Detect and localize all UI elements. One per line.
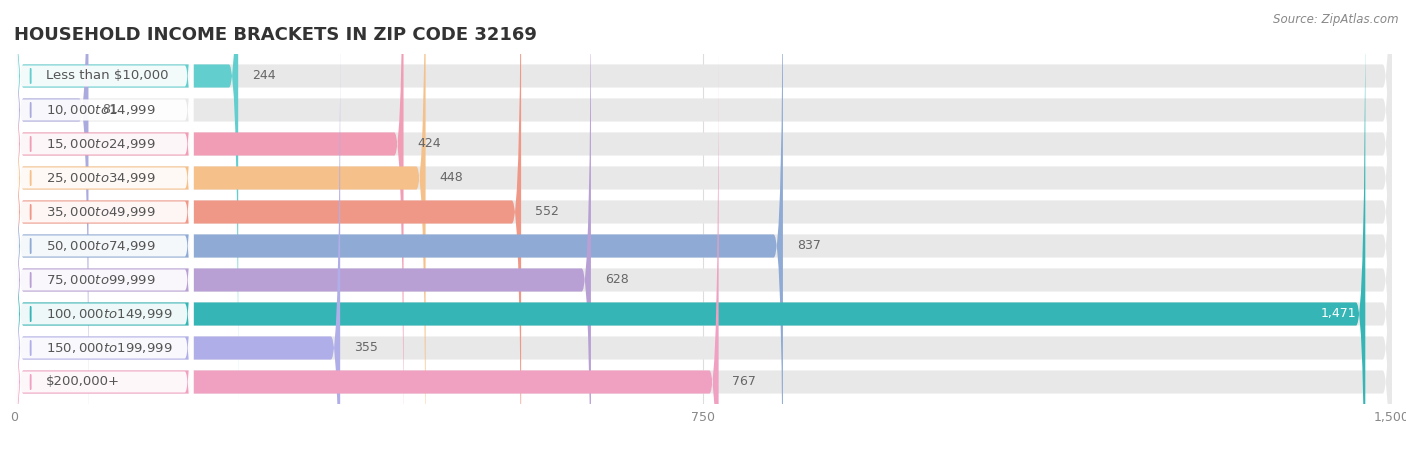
FancyBboxPatch shape [14,0,1392,449]
FancyBboxPatch shape [14,20,340,449]
Text: $35,000 to $49,999: $35,000 to $49,999 [46,205,156,219]
Text: 448: 448 [439,172,463,185]
FancyBboxPatch shape [14,0,426,449]
FancyBboxPatch shape [14,0,193,449]
FancyBboxPatch shape [14,87,193,449]
FancyBboxPatch shape [14,0,193,440]
Text: $150,000 to $199,999: $150,000 to $199,999 [46,341,173,355]
FancyBboxPatch shape [14,0,1365,449]
FancyBboxPatch shape [14,53,718,449]
FancyBboxPatch shape [14,53,1392,449]
FancyBboxPatch shape [14,0,193,449]
FancyBboxPatch shape [14,0,1392,438]
Text: 837: 837 [797,239,821,252]
Text: 355: 355 [354,342,378,355]
FancyBboxPatch shape [14,0,193,449]
Text: Less than $10,000: Less than $10,000 [46,70,169,83]
FancyBboxPatch shape [14,0,1392,449]
Text: Source: ZipAtlas.com: Source: ZipAtlas.com [1274,13,1399,26]
Text: 81: 81 [103,103,118,116]
FancyBboxPatch shape [14,0,193,449]
Text: 552: 552 [534,206,558,219]
Text: $15,000 to $24,999: $15,000 to $24,999 [46,137,156,151]
FancyBboxPatch shape [14,0,1392,449]
Text: $10,000 to $14,999: $10,000 to $14,999 [46,103,156,117]
Text: HOUSEHOLD INCOME BRACKETS IN ZIP CODE 32169: HOUSEHOLD INCOME BRACKETS IN ZIP CODE 32… [14,26,537,44]
FancyBboxPatch shape [14,0,193,371]
Text: $200,000+: $200,000+ [46,375,120,388]
FancyBboxPatch shape [14,0,193,405]
Text: 424: 424 [418,137,441,150]
FancyBboxPatch shape [14,0,783,449]
Text: $50,000 to $74,999: $50,000 to $74,999 [46,239,156,253]
FancyBboxPatch shape [14,0,404,449]
Text: $100,000 to $149,999: $100,000 to $149,999 [46,307,173,321]
FancyBboxPatch shape [14,0,238,405]
FancyBboxPatch shape [14,0,591,449]
Text: 244: 244 [252,70,276,83]
FancyBboxPatch shape [14,53,193,449]
Text: 767: 767 [733,375,756,388]
FancyBboxPatch shape [14,0,89,438]
FancyBboxPatch shape [14,0,1392,449]
Text: 1,471: 1,471 [1320,308,1357,321]
FancyBboxPatch shape [14,0,1392,405]
Text: 628: 628 [605,273,628,286]
FancyBboxPatch shape [14,20,1392,449]
FancyBboxPatch shape [14,0,1392,449]
FancyBboxPatch shape [14,0,1392,449]
Text: $25,000 to $34,999: $25,000 to $34,999 [46,171,156,185]
Text: $75,000 to $99,999: $75,000 to $99,999 [46,273,156,287]
FancyBboxPatch shape [14,18,193,449]
FancyBboxPatch shape [14,0,522,449]
